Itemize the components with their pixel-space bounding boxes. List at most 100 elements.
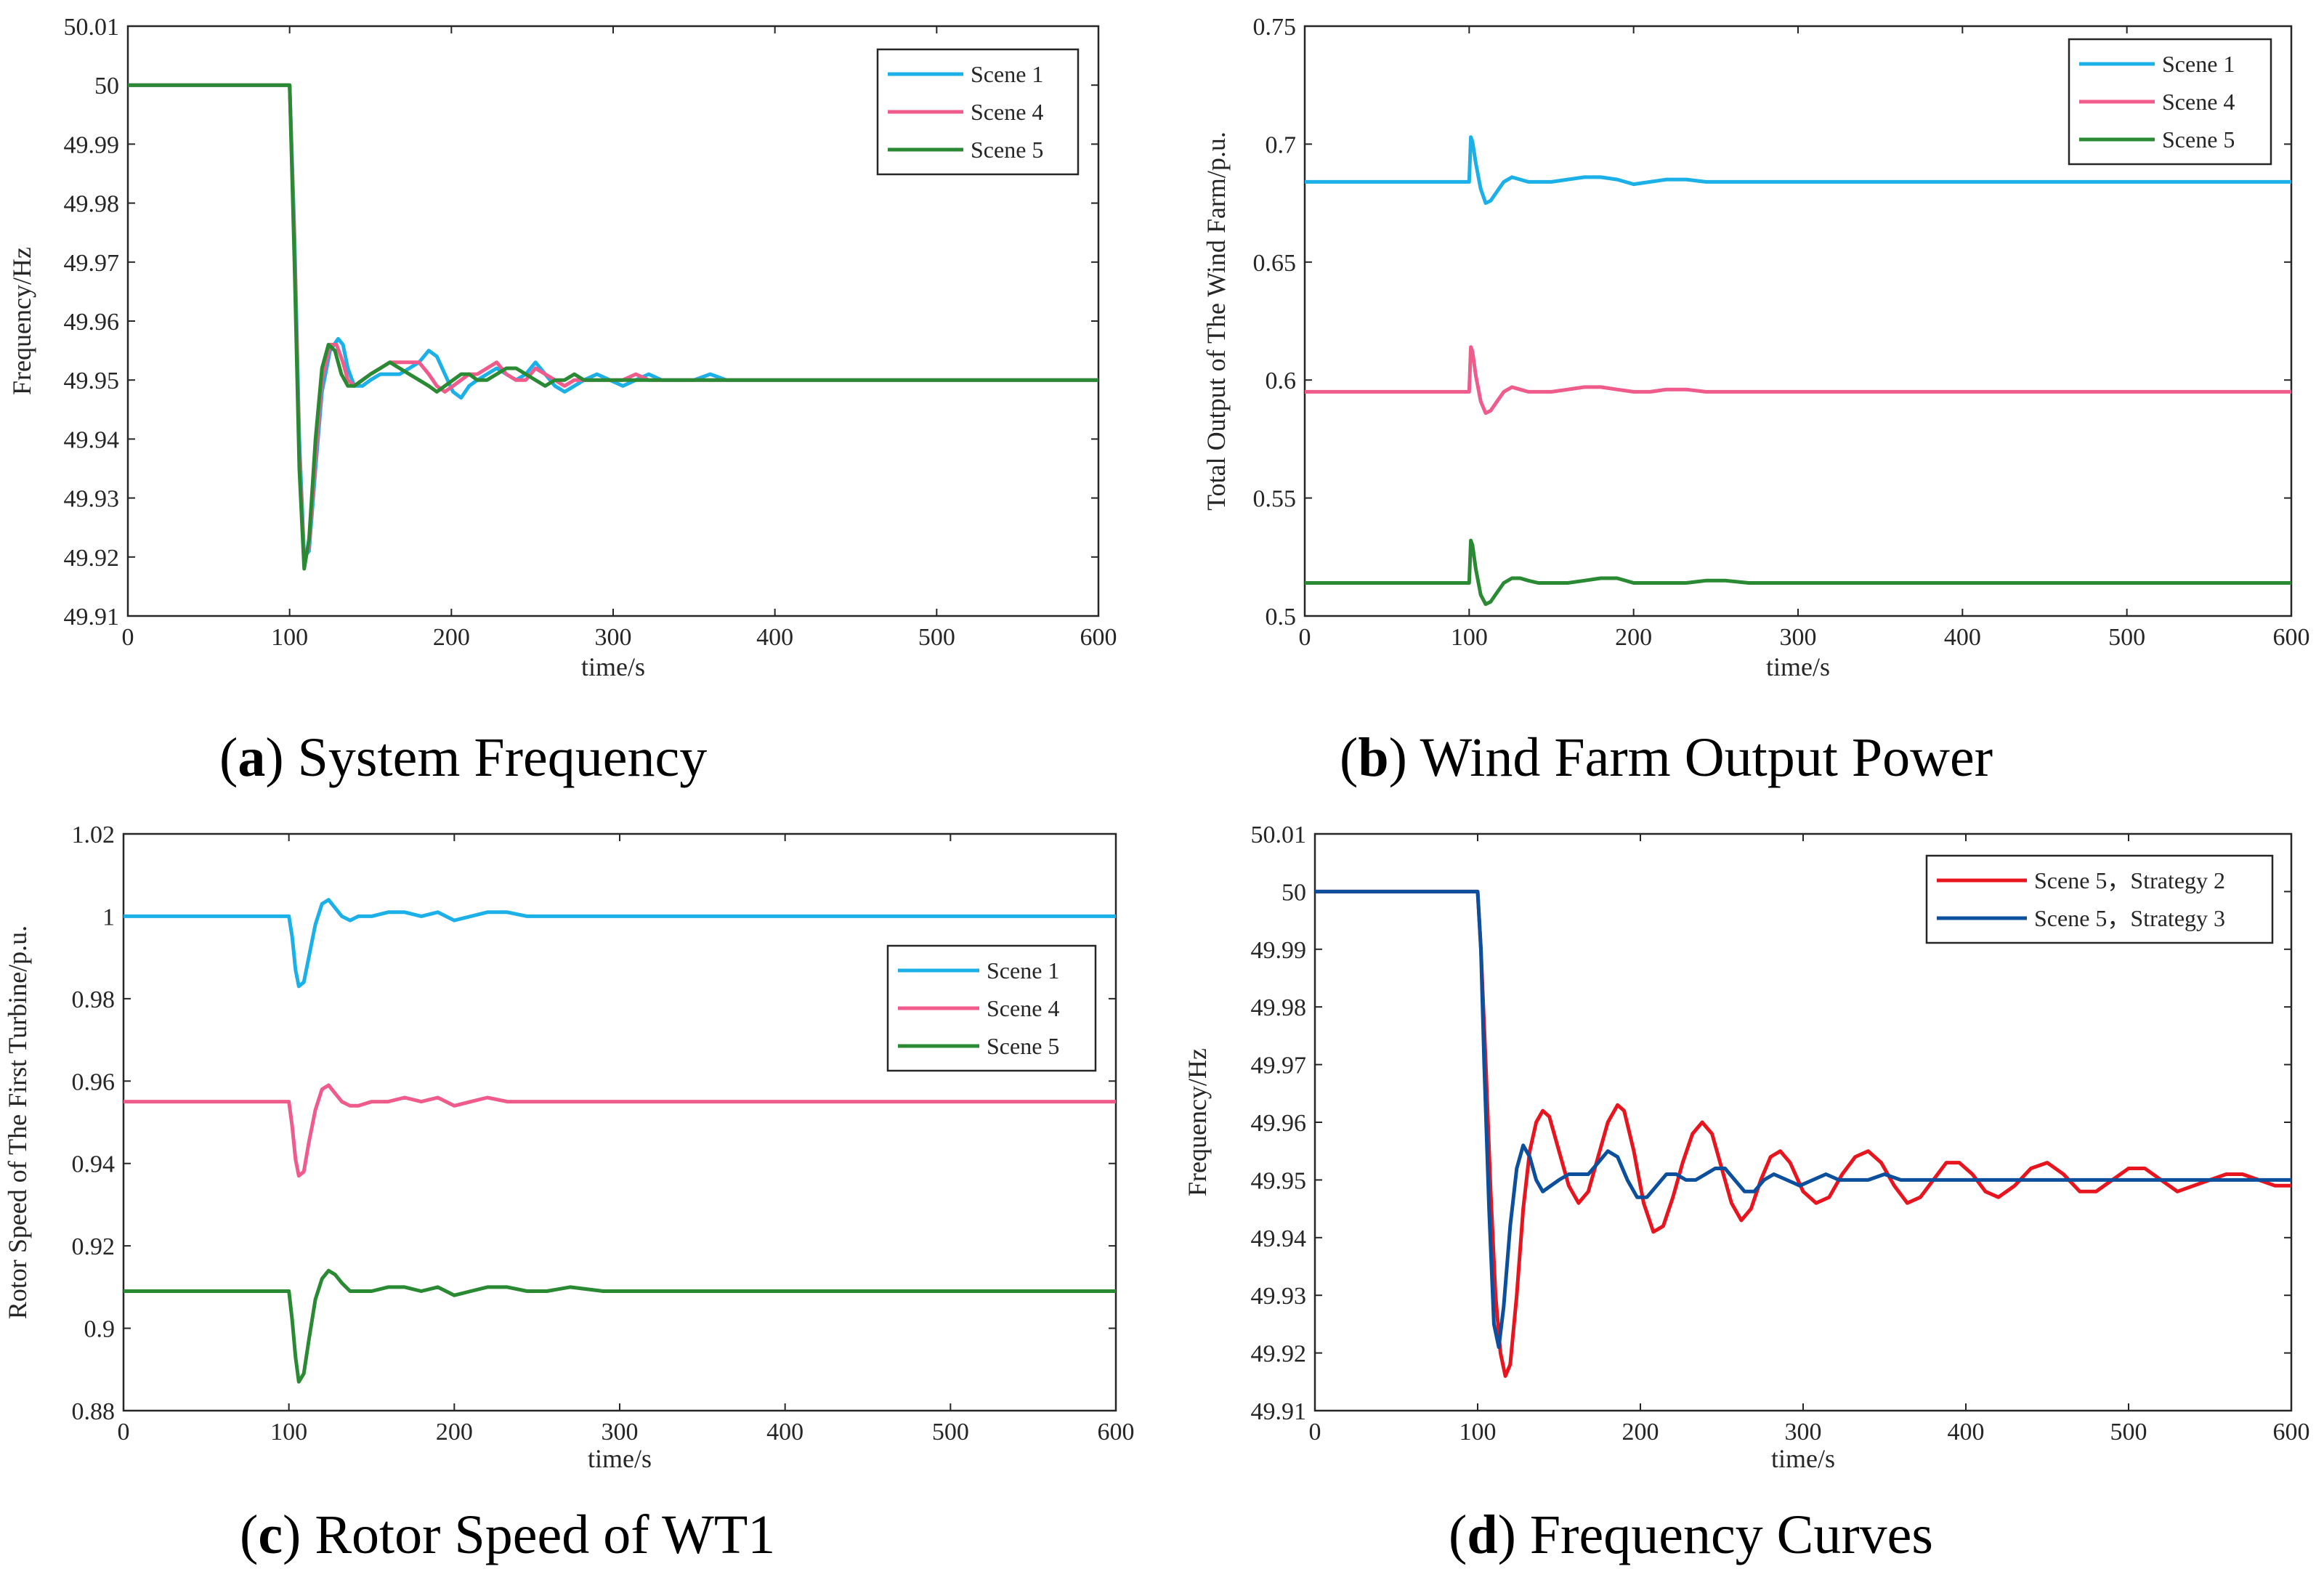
legend-box <box>1925 854 2274 944</box>
x-tick-label: 200 <box>1622 1419 1659 1446</box>
y-tick-label: 49.96 <box>1251 1110 1307 1137</box>
x-tick-label: 600 <box>2273 1419 2310 1446</box>
caption-letter: c <box>258 1504 283 1565</box>
x-tick-label: 400 <box>756 624 793 651</box>
y-tick-label: 1 <box>102 904 115 931</box>
panel-caption: (a) System Frequency <box>219 727 707 788</box>
x-tick-label: 0 <box>118 1419 130 1446</box>
y-tick-label: 1.02 <box>72 822 116 848</box>
x-tick-label: 100 <box>270 1419 307 1446</box>
x-tick-label: 100 <box>271 624 308 651</box>
x-tick-label: 300 <box>1780 624 1817 651</box>
legend-label: Scene 5 <box>987 1033 1059 1059</box>
y-tick-label: 50 <box>94 73 119 100</box>
x-tick-label: 200 <box>1615 624 1652 651</box>
x-tick-label: 300 <box>1785 1419 1822 1446</box>
caption-paren-close: ) <box>265 727 283 788</box>
caption-text: System Frequency <box>284 727 708 788</box>
caption-text: Frequency Curves <box>1516 1504 1933 1565</box>
caption-paren-close: ) <box>1498 1504 1516 1565</box>
y-tick-label: 49.93 <box>64 486 120 513</box>
legend-label: Scene 5，Strategy 3 <box>2034 905 2225 931</box>
y-tick-label: 50.01 <box>64 14 120 41</box>
series-line-1 <box>1305 135 2291 206</box>
y-axis-label: Rotor Speed of The First Turbine/p.u. <box>3 925 32 1319</box>
series-line-3 <box>1305 538 2291 607</box>
series-line-2 <box>1305 345 2291 415</box>
y-tick-label: 49.95 <box>1251 1167 1307 1194</box>
x-axis-label: time/s <box>1766 652 1830 681</box>
panel-caption: (b) Wind Farm Output Power <box>1340 727 1993 788</box>
y-tick-label: 49.96 <box>64 309 120 336</box>
y-tick-label: 0.96 <box>72 1069 116 1095</box>
legend-label: Scene 4 <box>971 99 1043 125</box>
y-tick-label: 0.9 <box>84 1316 116 1343</box>
series-line-2 <box>1315 889 2291 1350</box>
x-tick-label: 0 <box>122 624 134 651</box>
x-axis-label: time/s <box>1771 1444 1835 1473</box>
y-axis-label: Total Output of The Wind Farm/p.u. <box>1202 131 1231 511</box>
legend: Scene 1 Scene 4 Scene 5 <box>886 944 1097 1072</box>
y-tick-label: 49.94 <box>1251 1225 1307 1252</box>
y-tick-label: 0.88 <box>72 1398 116 1425</box>
y-tick-label: 49.94 <box>64 426 120 453</box>
chart-c: 0 100 200 300 400 500 600 0.88 0.9 0.92 0.94 0.96 0.… <box>3 822 1135 1565</box>
caption-paren-open: ( <box>1449 1504 1467 1565</box>
legend: Scene 1 Scene 4 Scene 5 <box>2068 38 2272 166</box>
x-tick-label: 0 <box>1299 624 1311 651</box>
y-tick-label: 0.7 <box>1266 131 1297 158</box>
panel-caption: (d) Frequency Curves <box>1449 1504 1933 1565</box>
y-tick-label: 49.92 <box>64 545 120 572</box>
caption-paren-close: ) <box>1389 727 1407 788</box>
legend: Scene 1 Scene 4 Scene 5 <box>876 48 1080 176</box>
x-tick-label: 500 <box>2110 1419 2147 1446</box>
x-tick-label: 300 <box>595 624 632 651</box>
x-tick-label: 600 <box>1080 624 1117 651</box>
x-tick-label: 400 <box>1944 624 1981 651</box>
y-axis-label: Frequency/Hz <box>7 247 36 395</box>
chart-a: 0 100 200 300 400 500 600 49.91 49.92 49.93 49.94 4… <box>7 14 1117 788</box>
legend-label: Scene 1 <box>971 61 1043 87</box>
y-tick-label: 49.93 <box>1251 1283 1307 1310</box>
y-tick-label: 49.99 <box>64 131 120 158</box>
y-tick-label: 49.99 <box>1251 937 1307 964</box>
x-axis-label: time/s <box>588 1444 652 1473</box>
plot-frame <box>122 832 1117 1412</box>
y-tick-label: 49.97 <box>64 250 120 277</box>
legend: Scene 5，Strategy 2 Scene 5，Strategy 3 <box>1925 854 2274 944</box>
caption-text: Wind Farm Output Power <box>1407 727 1993 788</box>
caption-text: Rotor Speed of WT1 <box>301 1504 775 1565</box>
x-axis-label: time/s <box>581 652 645 681</box>
legend-label: Scene 4 <box>2162 89 2235 115</box>
y-tick-label: 49.98 <box>1251 994 1307 1021</box>
legend-label: Scene 5 <box>971 137 1043 163</box>
x-tick-label: 300 <box>602 1419 639 1446</box>
y-tick-label: 0.92 <box>72 1233 116 1260</box>
y-axis-label: Frequency/Hz <box>1183 1048 1212 1196</box>
y-tick-label: 49.97 <box>1251 1053 1307 1079</box>
x-tick-label: 600 <box>2273 624 2310 651</box>
y-tick-label: 0.6 <box>1266 368 1297 394</box>
y-tick-label: 0.65 <box>1253 250 1297 277</box>
x-tick-label: 100 <box>1459 1419 1497 1446</box>
legend-label: Scene 1 <box>987 957 1059 984</box>
y-tick-label: 50 <box>1282 879 1306 906</box>
y-tick-label: 49.91 <box>64 604 120 631</box>
y-tick-label: 49.95 <box>64 368 120 394</box>
caption-paren-close: ) <box>283 1504 301 1565</box>
x-tick-label: 500 <box>932 1419 969 1446</box>
y-tick-label: 0.75 <box>1253 14 1297 41</box>
series-line-3 <box>124 1268 1116 1384</box>
x-tick-label: 600 <box>1098 1419 1135 1446</box>
x-tick-label: 200 <box>436 1419 473 1446</box>
y-tick-label: 0.98 <box>72 986 116 1013</box>
x-tick-label: 200 <box>433 624 470 651</box>
chart-d: 0 100 200 300 400 500 600 49.91 49.92 49.93 49.94 4… <box>1183 822 2310 1565</box>
chart-b: 0 100 200 300 400 500 600 0.5 0.55 0.6 0.65 0.7 0.75… <box>1202 14 2310 788</box>
legend-label: Scene 5 <box>2162 126 2235 153</box>
y-tick-label: 49.98 <box>64 191 120 218</box>
series-line-1 <box>1315 889 2291 1378</box>
x-tick-label: 400 <box>766 1419 803 1446</box>
x-tick-label: 400 <box>1948 1419 1985 1446</box>
